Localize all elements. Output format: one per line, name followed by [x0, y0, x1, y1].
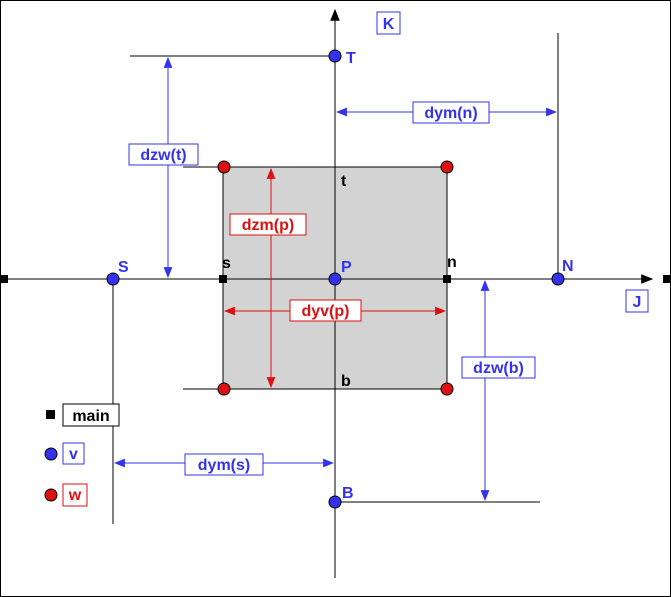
dzm-p-label-box [229, 213, 307, 236]
dyv-p-label: dyv(p) [302, 303, 350, 320]
w-node-top-right [440, 160, 454, 174]
axis-end-marker-left [0, 275, 8, 283]
face-label-s: s [222, 255, 231, 272]
legend-main-box [62, 403, 120, 427]
j-axis-label-box [625, 289, 649, 313]
node-label-p: P [341, 259, 352, 276]
node-label-t: T [346, 50, 356, 67]
node-label-b: B [342, 485, 354, 502]
axis-end-marker-right [663, 275, 671, 283]
k-axis-label-box [376, 11, 401, 35]
face-label-t: t [341, 173, 347, 190]
j-axis-label: J [633, 294, 642, 311]
node-label-n: N [562, 258, 574, 275]
v-node-s [106, 272, 120, 286]
k-axis-label: K [383, 16, 395, 33]
dym-n-label-box [412, 101, 490, 124]
legend-v-box [62, 442, 85, 465]
legend-v-marker [44, 447, 58, 461]
v-node-b [328, 495, 342, 509]
legend-w-box [62, 483, 88, 507]
main-node-n [443, 275, 451, 283]
legend-v-label: v [69, 446, 78, 463]
dym-n-label: dym(n) [424, 105, 477, 122]
legend-w-label: w [68, 487, 82, 504]
legend-w-marker [44, 488, 58, 502]
legend: main v w [44, 403, 120, 507]
legend-main-label: main [72, 408, 109, 425]
v-node-t [328, 49, 342, 63]
w-node-bottom-left [217, 382, 231, 396]
dym-s-label-box [184, 453, 264, 476]
dzw-t-label: dzw(t) [140, 147, 186, 164]
dzw-t-label-box [128, 143, 199, 166]
dyv-p-label-box [289, 299, 362, 322]
node-label-s: S [118, 259, 129, 276]
w-node-bottom-right [440, 382, 454, 396]
v-node-p [328, 272, 342, 286]
main-node-s [219, 275, 227, 283]
v-node-n [551, 272, 565, 286]
dym-s-label: dym(s) [198, 457, 250, 474]
face-label-n: n [447, 254, 457, 271]
legend-main-marker [46, 410, 55, 419]
dzm-p-label: dzm(p) [242, 217, 294, 234]
dzw-b-label-box [461, 356, 536, 379]
w-node-top-left [217, 160, 231, 174]
dzw-b-label: dzw(b) [473, 360, 524, 377]
face-label-b: b [341, 373, 351, 390]
